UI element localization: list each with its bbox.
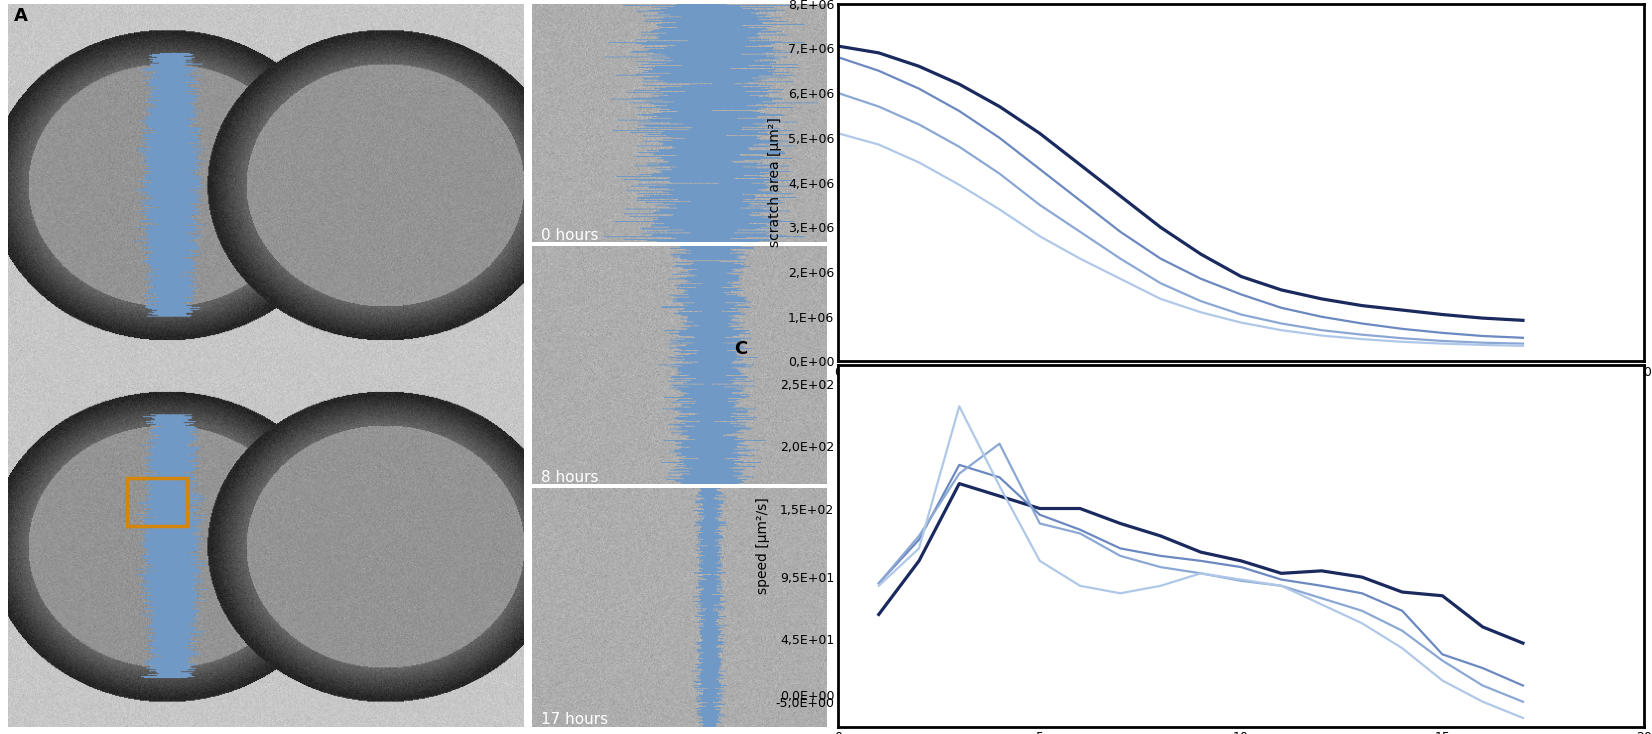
Text: A: A bbox=[13, 7, 28, 25]
Y-axis label: speed [μm²/s]: speed [μm²/s] bbox=[755, 498, 770, 595]
Text: C: C bbox=[733, 340, 747, 358]
X-axis label: hours: hours bbox=[1219, 384, 1264, 399]
Y-axis label: scratch area [μm²]: scratch area [μm²] bbox=[768, 117, 783, 247]
Text: 17 hours: 17 hours bbox=[540, 713, 608, 727]
Text: 0 hours: 0 hours bbox=[540, 228, 598, 243]
Text: 8 hours: 8 hours bbox=[540, 470, 598, 485]
Bar bbox=[127, 478, 187, 526]
